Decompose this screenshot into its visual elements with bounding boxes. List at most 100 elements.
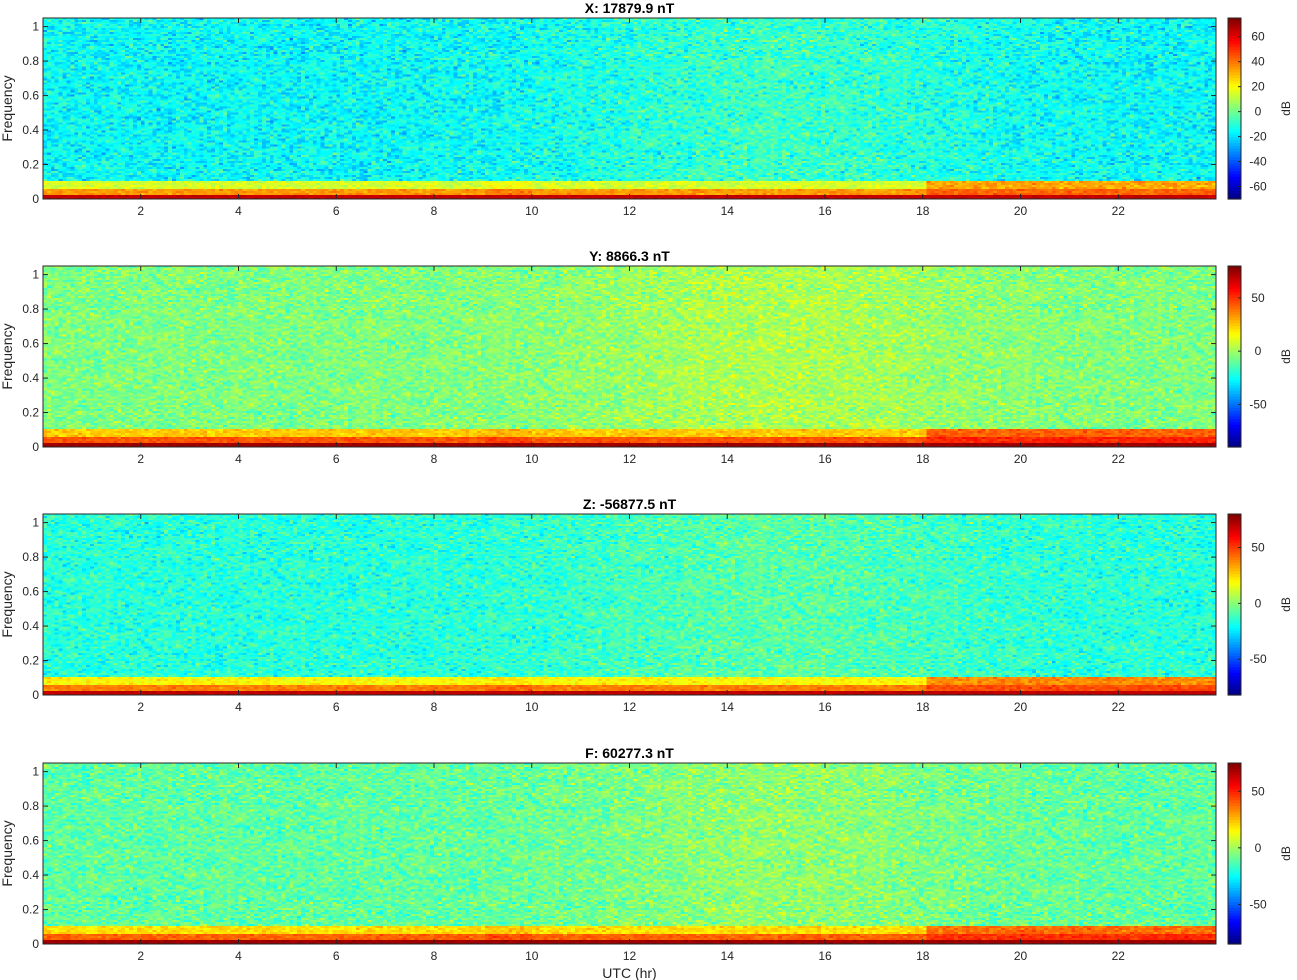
colorbar-swatch: [1228, 148, 1241, 152]
colorbar-swatch: [1228, 567, 1241, 572]
x-tick-label: 4: [235, 700, 242, 714]
colorbar-swatch: [1228, 675, 1241, 679]
x-tick-label: 8: [431, 700, 438, 714]
colorbar-swatch: [1228, 404, 1241, 409]
colorbar-swatch: [1228, 379, 1241, 383]
x-tick-label: 20: [1014, 700, 1028, 714]
colorbar-swatch: [1228, 802, 1241, 807]
colorbar-swatch: [1228, 184, 1241, 189]
colorbar-swatch: [1228, 331, 1241, 335]
colorbar-swatch: [1228, 410, 1241, 414]
colorbar-swatch: [1228, 353, 1241, 358]
x-tick-label: 12: [623, 204, 637, 218]
colorbar-swatch: [1228, 904, 1241, 908]
colorbar-swatch: [1228, 649, 1241, 654]
x-tick-label: 4: [235, 949, 242, 963]
colorbar-tick-label: 0: [1255, 596, 1262, 610]
colorbar-swatch: [1228, 830, 1241, 835]
colorbar-swatch: [1228, 77, 1241, 81]
colorbar-swatch: [1228, 63, 1241, 67]
y-axis-label: Frequency: [0, 820, 15, 886]
colorbar-swatch: [1228, 23, 1241, 28]
colorbar-swatch: [1228, 119, 1241, 124]
colorbar-swatch: [1228, 629, 1241, 634]
colorbar-tick-label: -20: [1249, 130, 1267, 144]
colorbar-swatch: [1228, 285, 1241, 290]
colorbar-swatch: [1228, 430, 1241, 434]
colorbar-swatch: [1228, 359, 1241, 363]
x-tick-label: 10: [525, 452, 539, 466]
colorbar-swatch: [1228, 398, 1241, 403]
colorbar-swatch: [1228, 607, 1241, 611]
colorbar-swatch: [1228, 941, 1241, 945]
x-tick-label: 18: [916, 700, 930, 714]
colorbar-swatch: [1228, 68, 1241, 73]
x-tick-label: 18: [916, 204, 930, 218]
y-tick-label: 0.8: [22, 302, 39, 316]
colorbar-tick-label: 0: [1255, 841, 1262, 855]
colorbar-swatch: [1228, 845, 1241, 849]
colorbar-swatch: [1228, 847, 1241, 852]
colorbar-swatch: [1228, 777, 1241, 781]
y-tick-label: 0.2: [22, 158, 39, 172]
colorbar-swatch: [1228, 46, 1241, 50]
colorbar-swatch: [1228, 94, 1241, 98]
colorbar-swatch: [1228, 842, 1241, 846]
colorbar-swatch: [1228, 345, 1241, 349]
colorbar-swatch: [1228, 765, 1241, 770]
x-tick-label: 14: [721, 949, 735, 963]
colorbar-swatch: [1228, 864, 1241, 869]
colorbar-swatch: [1228, 799, 1241, 804]
colorbar-swatch: [1228, 579, 1241, 583]
x-tick-label: 10: [525, 949, 539, 963]
colorbar-swatch: [1228, 935, 1241, 939]
colorbar-swatch: [1228, 37, 1241, 42]
colorbar-swatch: [1228, 339, 1241, 343]
colorbar-swatch: [1228, 813, 1241, 818]
x-tick-label: 12: [623, 949, 637, 963]
colorbar-swatch: [1228, 356, 1241, 360]
colorbar-swatch: [1228, 159, 1241, 163]
colorbar-swatch: [1228, 350, 1241, 355]
colorbar-tick-label: 40: [1251, 55, 1265, 69]
colorbar-swatch: [1228, 131, 1241, 135]
colorbar-swatch: [1228, 193, 1241, 197]
colorbar-swatch: [1228, 314, 1241, 318]
colorbar-swatch: [1228, 562, 1241, 566]
colorbar-swatch: [1228, 615, 1241, 620]
x-tick-label: 14: [721, 700, 735, 714]
colorbar-swatch: [1228, 387, 1241, 392]
y-tick-label: 0.8: [22, 54, 39, 68]
colorbar: -50 0 50 dB: [1227, 762, 1293, 945]
spectrogram-panel-0: X: 17879.9 nT2 4 6 8 10 12 14 16 18 20 2200.20.40.…: [0, 0, 1293, 218]
colorbar-swatch: [1228, 20, 1241, 25]
colorbar-swatch: [1228, 122, 1241, 127]
y-tick-label: 1: [32, 516, 39, 530]
spectrogram-image: [43, 266, 1216, 447]
colorbar-swatch: [1228, 604, 1241, 608]
colorbar-swatch: [1228, 299, 1241, 304]
colorbar-swatch: [1228, 421, 1241, 425]
colorbar-label: dB: [1279, 846, 1293, 861]
colorbar-swatch: [1228, 316, 1241, 321]
colorbar-swatch: [1228, 322, 1241, 326]
colorbar-swatch: [1228, 51, 1241, 56]
colorbar-swatch: [1228, 593, 1241, 597]
y-tick-label: 0: [32, 440, 39, 454]
colorbar-swatch: [1228, 179, 1241, 183]
colorbar-label: dB: [1279, 101, 1293, 116]
colorbar-tick-label: 20: [1251, 80, 1265, 94]
colorbar-swatch: [1228, 43, 1241, 47]
colorbar-swatch: [1228, 661, 1241, 665]
y-tick-label: 0.2: [22, 406, 39, 420]
colorbar-swatch: [1228, 542, 1241, 546]
spectrogram-panel-2: Z: -56877.5 nT2 4 6 8 10 12 14 16 18 20 2200.20.40…: [0, 496, 1293, 714]
y-tick-label: 1: [32, 20, 39, 34]
colorbar-swatch: [1228, 618, 1241, 623]
colorbar-swatch: [1228, 66, 1241, 70]
colorbar-swatch: [1228, 927, 1241, 931]
colorbar-swatch: [1228, 18, 1241, 22]
colorbar-swatch: [1228, 418, 1241, 423]
colorbar-swatch: [1228, 859, 1241, 863]
